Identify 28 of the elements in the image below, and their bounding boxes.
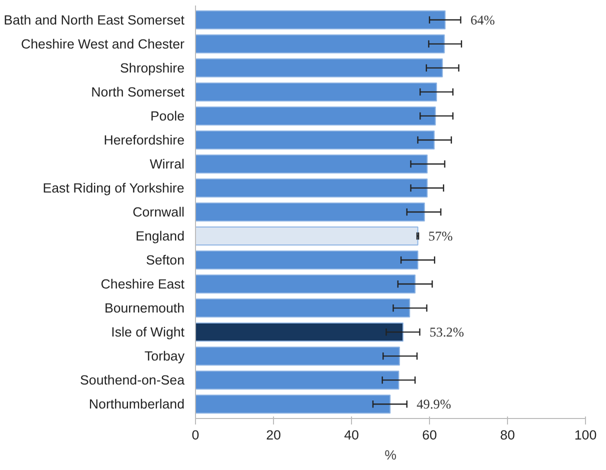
x-tick-label: 40 bbox=[344, 428, 359, 442]
x-tick-label: 0 bbox=[192, 428, 200, 442]
y-tick-label: Cornwall bbox=[132, 204, 185, 220]
y-tick-label: East Riding of Yorkshire bbox=[42, 180, 184, 196]
y-tick-label: Bath and North East Somerset bbox=[4, 12, 185, 28]
y-tick-label: Bournemouth bbox=[104, 300, 185, 316]
y-tick-label: North Somerset bbox=[91, 84, 185, 100]
y-tick-label: Shropshire bbox=[120, 60, 185, 76]
data-label: 57% bbox=[428, 228, 453, 244]
y-tick-label: Herefordshire bbox=[104, 132, 185, 148]
y-tick-label: Torbay bbox=[144, 348, 185, 364]
y-tick-label: Poole bbox=[150, 108, 185, 124]
y-tick-label: Southend-on-Sea bbox=[80, 372, 186, 388]
data-label: 49.9% bbox=[416, 396, 452, 412]
x-tick-label: 100 bbox=[574, 428, 597, 442]
y-tick-label: Cheshire West and Chester bbox=[21, 36, 186, 52]
x-tick-label: 60 bbox=[422, 428, 437, 442]
y-tick-label: Wirral bbox=[150, 156, 185, 172]
data-label: 64% bbox=[470, 12, 495, 28]
x-tick-label: 80 bbox=[500, 428, 515, 442]
y-tick-label: Cheshire East bbox=[100, 276, 185, 292]
y-tick-label: England bbox=[136, 228, 185, 244]
data-label: 53.2% bbox=[430, 324, 464, 340]
x-tick-label: 20 bbox=[266, 428, 281, 442]
y-tick-label: Isle of Wight bbox=[111, 324, 185, 340]
y-tick-label: Northumberland bbox=[88, 396, 185, 412]
y-tick-label: Sefton bbox=[146, 252, 185, 268]
x-axis-title: % bbox=[384, 448, 397, 462]
